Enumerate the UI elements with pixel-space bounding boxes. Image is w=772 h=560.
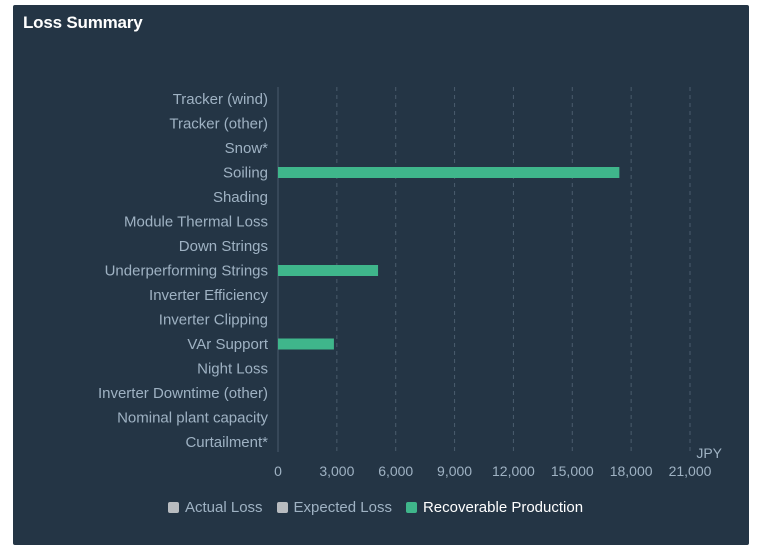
category-label: Night Loss: [197, 361, 268, 378]
x-tick-label: 18,000: [610, 463, 653, 479]
category-label: Soiling: [223, 165, 268, 182]
legend-label: Expected Loss: [293, 499, 392, 516]
legend-item[interactable]: Actual Loss: [168, 499, 263, 516]
legend-swatch: [405, 502, 417, 513]
x-tick-label: 12,000: [492, 463, 535, 479]
bar-var-support[interactable]: [278, 338, 334, 350]
category-label: Tracker (wind): [173, 91, 268, 108]
category-label: Inverter Downtime (other): [98, 385, 268, 402]
loss-summary-chart: 0 3,000 6,000 9,000 12,000 15,000 18,000 21,000…: [98, 87, 723, 479]
x-tick-label: 15,000: [551, 463, 594, 479]
category-label: Snow*: [225, 140, 269, 157]
bar-soiling[interactable]: [278, 167, 620, 178]
legend-item[interactable]: Expected Loss: [276, 499, 392, 516]
category-label: Down Strings: [179, 238, 268, 255]
legend-swatch: [168, 502, 179, 513]
bar-underperforming-strings[interactable]: [278, 265, 379, 276]
x-tick-label: 0: [274, 463, 282, 479]
x-tick-label: 6,000: [378, 463, 413, 479]
x-tick-label: 9,000: [437, 463, 472, 479]
category-label: VAr Support: [187, 336, 268, 353]
category-label: Curtailment*: [185, 434, 268, 451]
category-label: Module Thermal Loss: [124, 214, 268, 231]
legend-label: Recoverable Production: [422, 499, 584, 516]
chart-legend: Actual Loss Expected Loss Recoverable Prod…: [168, 499, 583, 516]
loss-summary-panel: Loss Summary 0 3,000 6,000 9,000 12,000 15,00…: [13, 5, 749, 545]
category-label: Inverter Clipping: [159, 312, 268, 329]
category-label: Nominal plant capacity: [117, 410, 268, 427]
x-tick-label: 21,000: [669, 463, 712, 479]
category-label: Tracker (other): [169, 116, 268, 133]
legend-label: Actual Loss: [185, 499, 263, 516]
category-label: Underperforming Strings: [105, 263, 268, 280]
legend-item[interactable]: Recoverable Production: [405, 499, 584, 516]
panel-title: Loss Summary: [23, 13, 143, 32]
x-axis-unit-label: JPY: [696, 445, 722, 461]
category-label: Shading: [213, 189, 268, 206]
legend-swatch: [276, 502, 288, 513]
x-tick-label: 3,000: [319, 463, 354, 479]
category-label: Inverter Efficiency: [149, 287, 268, 304]
